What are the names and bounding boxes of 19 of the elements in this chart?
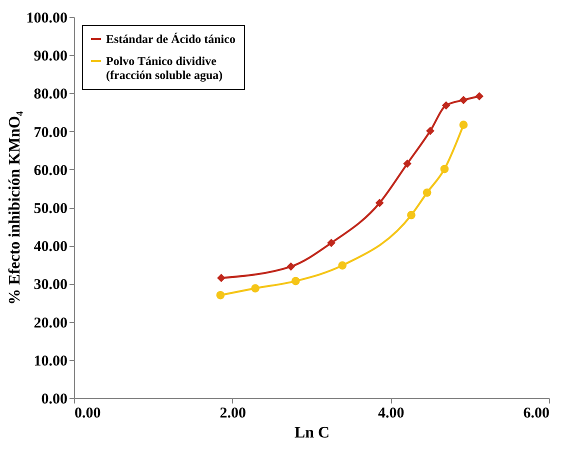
y-tick-label: 30.00 <box>34 277 68 294</box>
y-tick-label: 50.00 <box>34 201 68 217</box>
x-tick-label: 4.00 <box>378 406 404 422</box>
x-tick-label: 0.00 <box>74 406 101 422</box>
x-tick-label: 2.00 <box>220 406 246 422</box>
y-tick-label: 60.00 <box>34 162 68 179</box>
x-tick-label: 6.00 <box>523 406 550 422</box>
y-axis-title: % Efecto inhibición KMnO₄ <box>6 110 24 305</box>
legend-label: Polvo Tánico dividive (fracción soluble agua) <box>106 54 223 82</box>
y-tick-label: 20.00 <box>34 315 68 332</box>
x-axis-title: Ln C <box>294 424 330 442</box>
y-tick-label: 90.00 <box>34 48 68 65</box>
y-tick-label: 0.00 <box>41 392 68 408</box>
y-tick-label: 10.00 <box>34 353 68 370</box>
legend-label: Estándar de Ácido tánico <box>106 32 236 46</box>
y-tick-label: 70.00 <box>34 124 68 141</box>
y-tick-label: 40.00 <box>34 239 68 256</box>
y-tick-label: 80.00 <box>34 86 68 103</box>
y-tick-label: 100.00 <box>26 10 68 26</box>
